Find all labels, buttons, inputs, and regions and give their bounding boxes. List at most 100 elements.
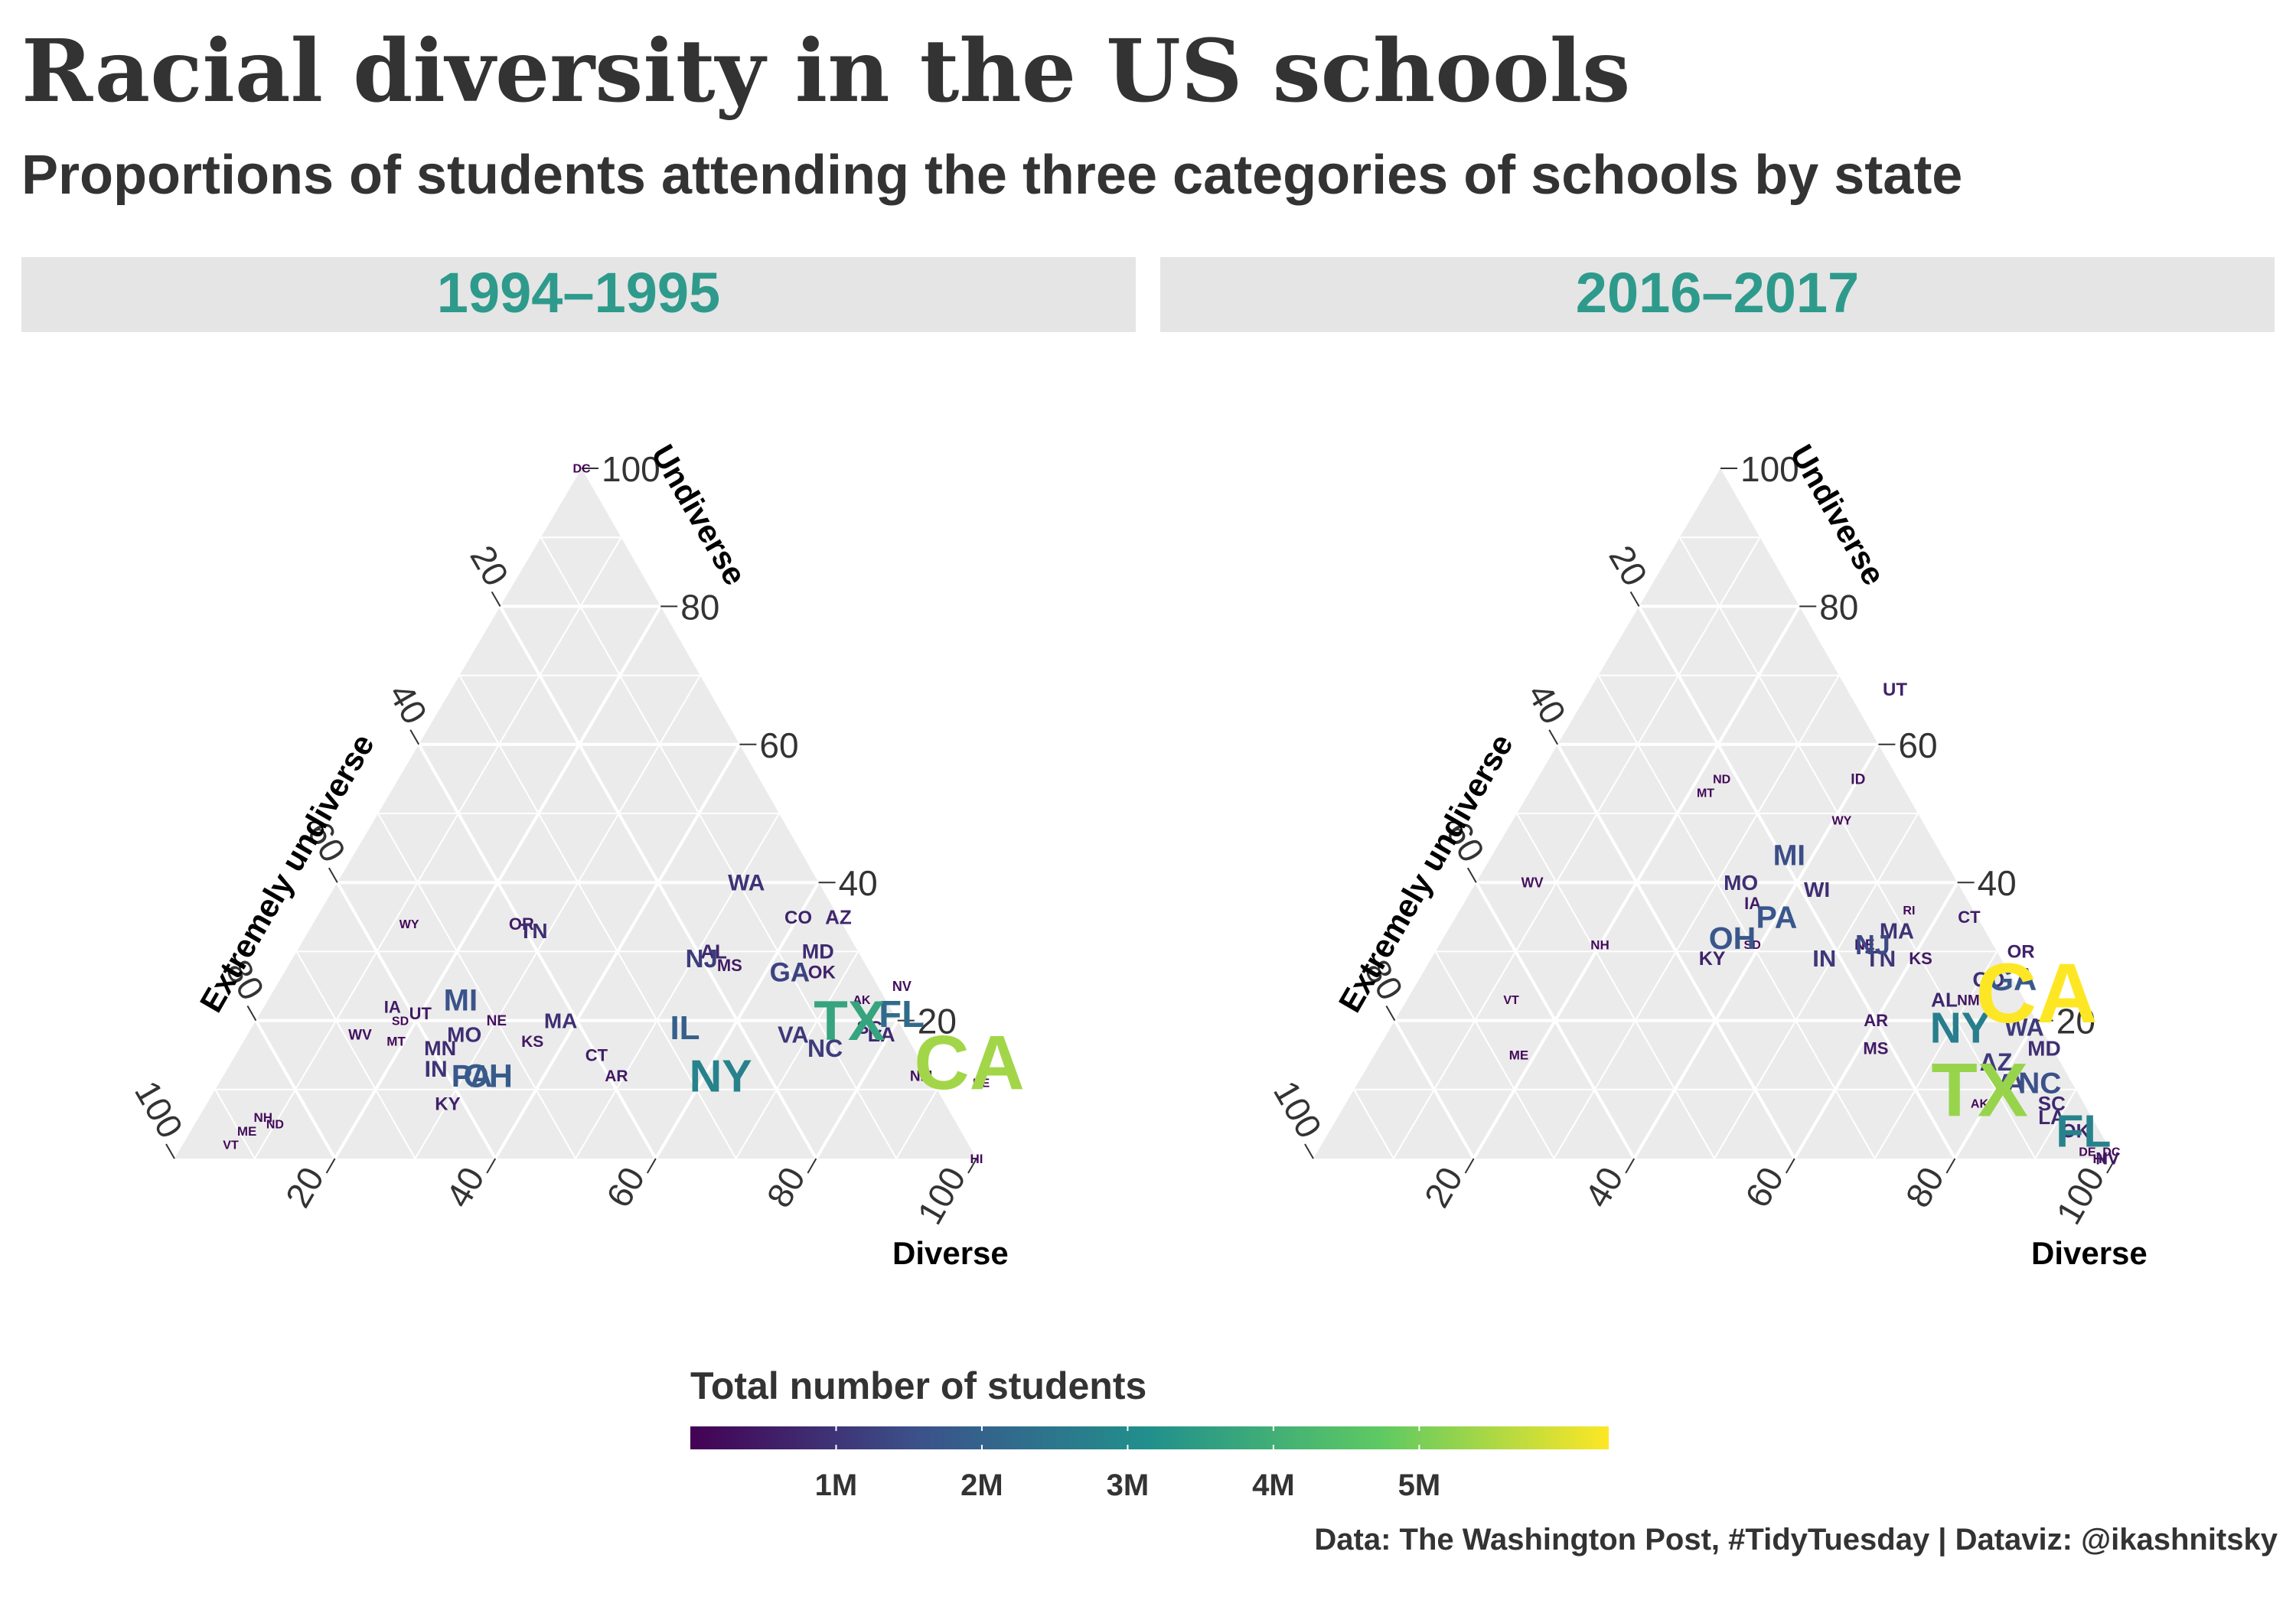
- tick-label-extremely-undiverse: 100: [1266, 1074, 1329, 1144]
- grid-line: [214, 1089, 256, 1159]
- tick-label-extremely-undiverse: 20: [462, 539, 517, 592]
- state-label-co: CO: [784, 908, 812, 928]
- state-label-co: CO: [1972, 967, 2004, 991]
- grid-line: [1434, 950, 1555, 1159]
- grid-line: [540, 536, 898, 1159]
- state-label-nm: NM: [910, 1069, 933, 1085]
- state-label-vt: VT: [1503, 994, 1519, 1007]
- state-label-dc: DC: [572, 463, 591, 476]
- tick-diverse: [2106, 1158, 2116, 1174]
- state-label-ut: UT: [1883, 680, 1907, 700]
- state-label-wa: WA: [2004, 1014, 2044, 1041]
- tick-diverse: [1785, 1158, 1795, 1174]
- state-label-ks: KS: [1909, 949, 1932, 968]
- tick-extremely-undiverse: [1304, 1143, 1314, 1159]
- state-label-md: MD: [2027, 1037, 2061, 1061]
- tick-label-extremely-undiverse: 100: [127, 1074, 191, 1144]
- state-label-sc: SC: [856, 1018, 882, 1038]
- panel-strip: [1160, 257, 2275, 332]
- state-label-nh: NH: [1590, 937, 1609, 952]
- panel-title: 2016–2017: [1576, 261, 1859, 324]
- state-label-az: AZ: [825, 905, 852, 928]
- state-label-wy: WY: [1831, 815, 1851, 828]
- grid-line: [1553, 675, 1840, 1159]
- tick-label-extremely-undiverse: 40: [381, 676, 435, 730]
- grid-line: [1953, 1019, 2038, 1160]
- state-label-ma: MA: [1880, 920, 1914, 944]
- grid-line: [1516, 813, 1715, 1159]
- grid-line: [295, 950, 416, 1159]
- tick-label-undiverse: 80: [1819, 587, 1858, 627]
- tick-label-diverse: 100: [2048, 1160, 2112, 1231]
- tick-label-undiverse: 20: [918, 1002, 957, 1041]
- state-label-wy: WY: [400, 918, 419, 931]
- state-label-de: DE: [2079, 1146, 2096, 1159]
- state-label-in: IN: [1812, 945, 1836, 972]
- state-label-ok: OK: [808, 963, 837, 983]
- axis-title-diverse: Diverse: [892, 1235, 1009, 1271]
- grid-line: [2034, 1089, 2077, 1159]
- state-label-ca: CA: [1976, 947, 2098, 1041]
- tick-label-diverse: 60: [598, 1160, 653, 1214]
- tick-label-undiverse: 80: [680, 587, 719, 627]
- state-label-mi: MI: [1773, 839, 1805, 872]
- state-label-ks: KS: [521, 1033, 543, 1051]
- state-label-or: OR: [509, 914, 534, 934]
- grid-line: [1597, 675, 1876, 1159]
- state-label-sc: SC: [2038, 1092, 2066, 1115]
- state-label-nv: NV: [2095, 1149, 2119, 1169]
- state-label-de: DE: [973, 1077, 990, 1090]
- panel-strip: [21, 257, 1136, 332]
- state-label-ak: AK: [1971, 1097, 1989, 1110]
- tick-diverse: [807, 1158, 817, 1174]
- state-label-mn: MN: [424, 1037, 456, 1060]
- tick-diverse: [1945, 1158, 1956, 1174]
- state-label-wv: WV: [1521, 875, 1544, 891]
- grid-line: [1393, 1019, 1476, 1159]
- state-label-hi: HI: [970, 1152, 983, 1166]
- state-label-ny: NY: [690, 1051, 752, 1101]
- state-label-pa: PA: [452, 1058, 493, 1094]
- state-label-tx: TX: [814, 990, 885, 1052]
- state-label-oh: OH: [1709, 921, 1756, 956]
- chart-title: Racial diversity in the US schools: [21, 21, 1631, 122]
- grid-line: [414, 675, 701, 1159]
- tick-label-undiverse: 60: [759, 725, 798, 765]
- grid-line: [253, 536, 622, 1159]
- grid-line: [895, 1089, 938, 1159]
- state-label-me: ME: [1509, 1048, 1529, 1063]
- tick-extremely-undiverse: [491, 591, 501, 607]
- grid-line: [735, 950, 859, 1159]
- tick-extremely-undiverse: [409, 729, 420, 745]
- tick-diverse: [1464, 1158, 1475, 1174]
- state-label-mi: MI: [444, 983, 478, 1017]
- state-label-ky: KY: [435, 1094, 460, 1114]
- state-label-al: AL: [1931, 989, 1958, 1012]
- tick-diverse: [325, 1158, 336, 1174]
- tick-extremely-undiverse: [165, 1143, 175, 1159]
- state-label-ut: UT: [409, 1004, 432, 1023]
- state-label-nd: ND: [1713, 774, 1730, 787]
- panel-2: 2016–20172020204040406060608080801001001…: [1160, 257, 2275, 1271]
- tick-diverse: [646, 1158, 657, 1174]
- axis-title-diverse: Diverse: [2031, 1235, 2148, 1271]
- state-label-nj: NJ: [1855, 929, 1890, 960]
- tick-label-undiverse: 100: [1740, 449, 1799, 489]
- tick-label-undiverse: 60: [1898, 725, 1937, 765]
- tick-label-diverse: 40: [1577, 1160, 1631, 1214]
- state-label-nj: NJ: [686, 944, 718, 973]
- tick-label-undiverse: 40: [1978, 863, 2017, 903]
- state-label-ne: NE: [487, 1013, 507, 1029]
- panel-1: 1994–19952020204040406060608080801001001…: [21, 257, 1136, 1271]
- state-label-la: LA: [868, 1023, 895, 1046]
- grid-line: [1793, 882, 1959, 1160]
- state-label-nc: NC: [807, 1035, 843, 1062]
- state-label-sd: SD: [1744, 939, 1761, 952]
- state-label-la: LA: [2038, 1106, 2065, 1129]
- state-label-mt: MT: [1697, 787, 1714, 800]
- state-label-tn: TN: [1865, 947, 1896, 972]
- state-label-or: OR: [2007, 942, 2035, 963]
- tick-label-undiverse: 40: [839, 863, 878, 903]
- state-label-nc: NC: [2018, 1067, 2061, 1100]
- axis-title-undiverse: Undiverse: [1783, 438, 1892, 591]
